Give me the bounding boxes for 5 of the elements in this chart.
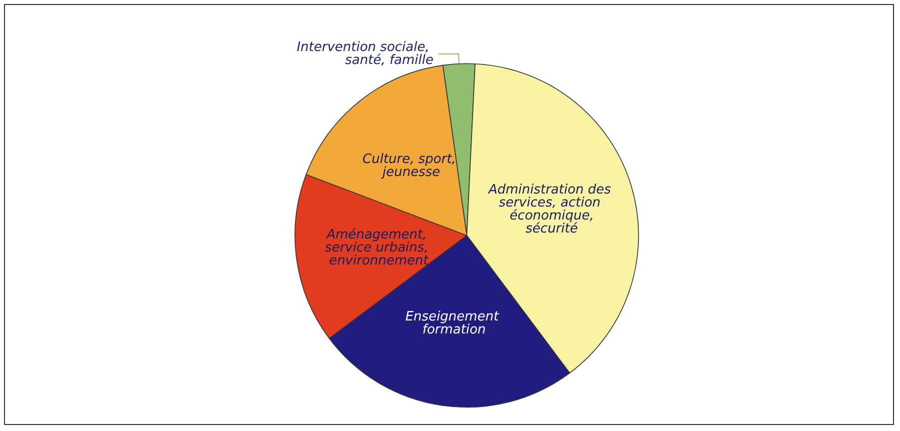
slice-label: Aménagement, service urbains, environnement (325, 227, 432, 268)
slice-label: Administration des services, action économique,sécurité (487, 182, 616, 236)
slice-label: Intervention sociale, santé, famille (296, 40, 434, 68)
slice-label: Culture, sport, jeunesse (362, 152, 460, 180)
slice-label: Enseignement formation (405, 309, 503, 338)
